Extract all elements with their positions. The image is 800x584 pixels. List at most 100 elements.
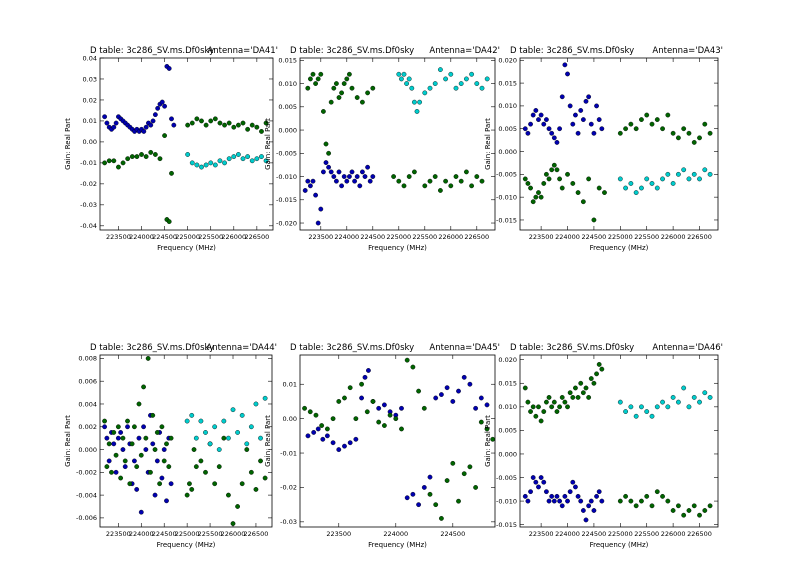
data-point	[562, 399, 568, 405]
data-point	[134, 154, 140, 159]
data-point	[106, 458, 112, 464]
data-point	[370, 174, 376, 179]
data-point	[644, 409, 650, 414]
data-point	[143, 124, 149, 130]
data-point	[410, 364, 416, 370]
data-point	[670, 130, 676, 136]
data-point	[187, 481, 192, 487]
data-point	[707, 395, 713, 400]
data-point	[154, 430, 160, 435]
data-point	[594, 371, 599, 377]
data-point	[686, 130, 692, 136]
y-tick-label: 0.005	[498, 125, 517, 133]
data-point	[588, 498, 594, 504]
x-axis-label: Frequency (MHz)	[368, 541, 427, 549]
data-point	[168, 481, 174, 487]
data-point	[159, 475, 165, 481]
data-point	[184, 418, 190, 424]
data-point	[484, 402, 490, 408]
y-tick-label: 0.00	[283, 415, 297, 423]
data-point	[217, 120, 223, 126]
data-point	[346, 71, 352, 77]
data-point	[162, 133, 167, 139]
data-point	[702, 390, 708, 396]
data-point	[302, 188, 308, 193]
data-point	[443, 76, 448, 82]
y-tick-label: 0.010	[498, 403, 517, 411]
antenna-label: Antenna='DA43'	[652, 46, 723, 56]
data-point	[623, 185, 628, 191]
data-point	[580, 199, 586, 205]
x-tick-label: 224000	[129, 530, 154, 538]
data-point	[432, 174, 438, 179]
x-axis-label: Frequency (MHz)	[590, 244, 649, 252]
data-point	[559, 94, 565, 100]
data-point	[122, 458, 128, 464]
data-point	[583, 385, 589, 391]
data-points	[102, 356, 268, 526]
data-point	[359, 381, 364, 387]
data-point	[111, 124, 117, 130]
data-point	[199, 118, 204, 124]
x-tick-label: 225000	[608, 530, 633, 538]
data-point	[649, 121, 655, 127]
data-point	[138, 452, 144, 458]
data-point	[102, 160, 108, 166]
data-point	[235, 430, 241, 435]
x-tick-label: 226000	[438, 233, 463, 241]
y-axis-label: Gain: Real Part	[64, 415, 72, 467]
data-point	[157, 156, 163, 162]
y-tick-label: -0.020	[276, 219, 297, 227]
data-point	[244, 441, 250, 447]
data-point	[111, 158, 117, 164]
data-point	[707, 171, 713, 177]
x-tick-label: 224000	[383, 530, 408, 538]
data-point	[235, 504, 241, 509]
data-point	[102, 418, 107, 424]
data-point	[570, 181, 576, 186]
data-point	[628, 498, 634, 504]
data-point	[702, 167, 708, 173]
data-point	[617, 130, 623, 136]
y-tick-label: -0.005	[276, 150, 297, 158]
data-point	[401, 183, 407, 189]
y-tick-label: 0.000	[78, 446, 97, 454]
data-point	[414, 109, 420, 114]
data-point	[259, 154, 264, 159]
data-point	[554, 409, 560, 414]
plot-title: D table: 3c286_SV.ms.Df0sky	[510, 46, 634, 56]
data-point	[216, 464, 222, 470]
data-point	[320, 169, 326, 175]
x-axis-label: Frequency (MHz)	[590, 541, 649, 549]
data-point	[404, 81, 409, 86]
y-tick-label: 0.002	[78, 423, 97, 431]
data-point	[239, 481, 245, 487]
antenna-label: Antenna='DA42'	[429, 46, 500, 56]
data-point	[541, 181, 547, 186]
data-point	[193, 435, 199, 441]
data-point	[398, 76, 404, 82]
y-tick-label: 0.03	[83, 75, 97, 83]
data-point	[549, 404, 555, 410]
data-point	[484, 426, 490, 432]
x-tick-label: 223500	[529, 530, 554, 538]
data-point	[586, 503, 592, 509]
data-point	[362, 374, 368, 380]
x-tick-label: 225000	[175, 530, 200, 538]
y-tick-label: 0.01	[283, 381, 297, 389]
y-tick-label: -0.01	[280, 449, 297, 457]
data-point	[342, 395, 347, 401]
data-point	[148, 122, 154, 128]
data-point	[586, 176, 592, 182]
data-point	[458, 81, 464, 86]
data-point	[575, 190, 581, 195]
data-point	[169, 116, 174, 122]
data-point	[305, 178, 311, 184]
data-point	[125, 418, 130, 424]
data-point	[639, 498, 644, 504]
y-tick-label: 0.04	[83, 54, 97, 62]
data-point	[549, 130, 555, 136]
y-tick-label: -0.01	[80, 159, 97, 167]
data-point	[538, 194, 544, 200]
data-point	[150, 412, 156, 418]
